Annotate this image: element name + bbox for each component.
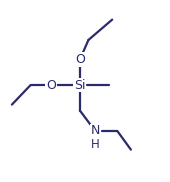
Text: O: O <box>46 79 56 92</box>
Text: N: N <box>90 124 100 137</box>
Text: H: H <box>91 138 100 151</box>
Text: Si: Si <box>74 79 86 92</box>
Text: O: O <box>75 53 85 66</box>
